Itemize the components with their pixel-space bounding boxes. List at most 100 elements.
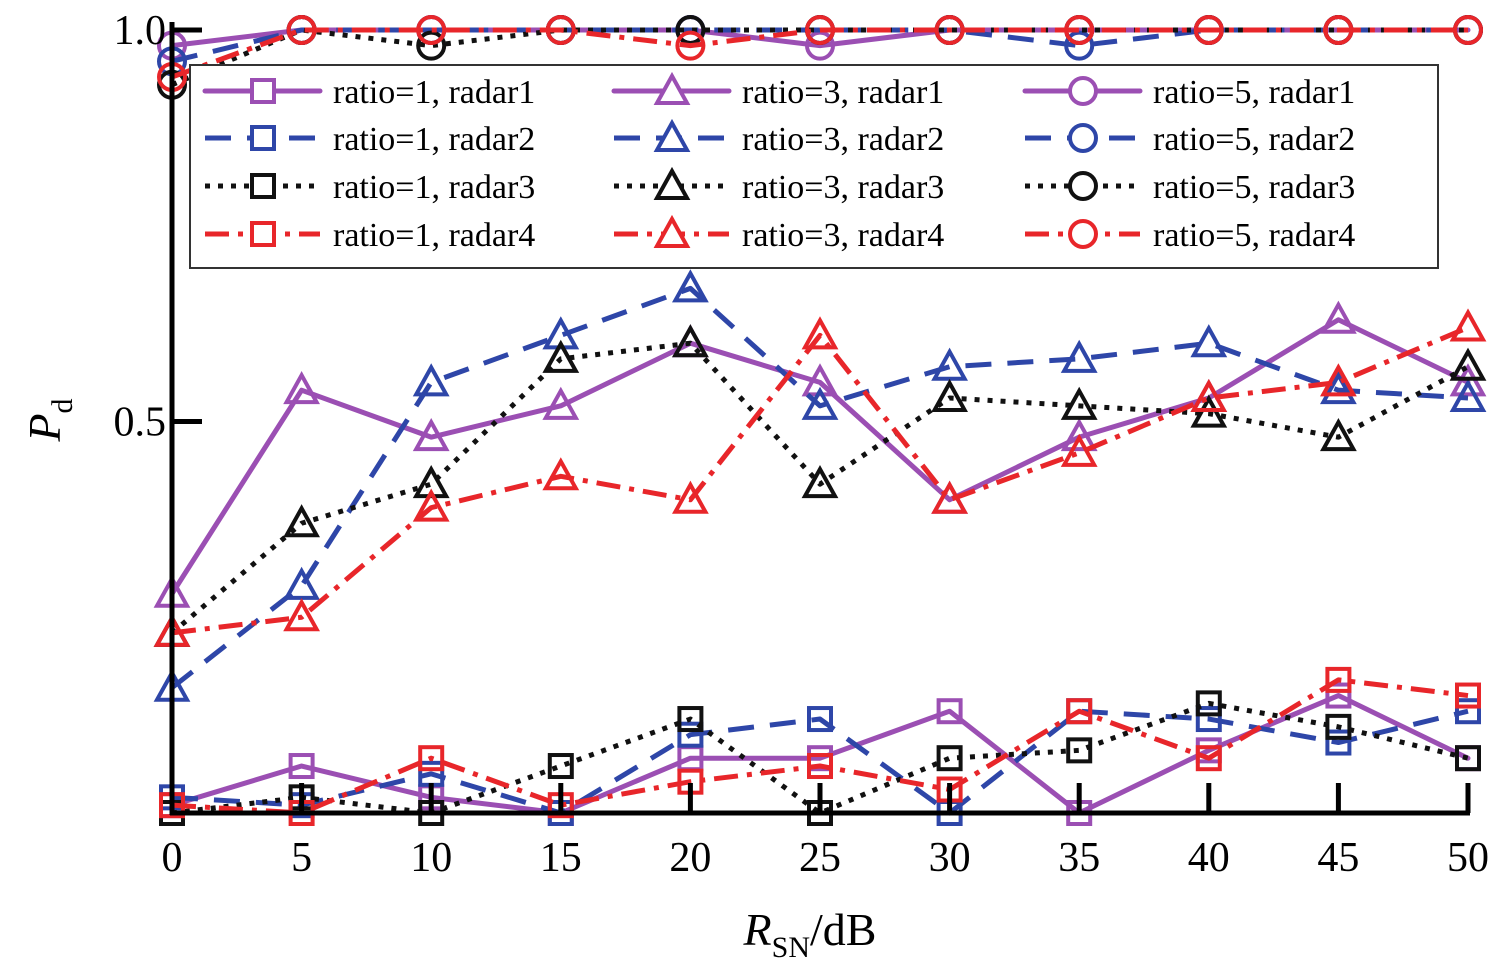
data-point (542, 386, 580, 420)
series-line (171, 325, 1469, 636)
data-point (936, 698, 963, 725)
data-point (1320, 418, 1357, 452)
data-point (801, 316, 839, 350)
data-point (807, 706, 833, 733)
x-tick-label: 45 (1317, 835, 1359, 881)
data-point (1455, 698, 1481, 725)
y-tick-label: 1.0 (114, 8, 167, 54)
x-tick-label: 5 (291, 835, 312, 881)
legend-entry: ratio=5, radar2 (1025, 121, 1355, 158)
legend-marker-sample (250, 173, 276, 199)
data-point (416, 15, 447, 45)
data-point (1320, 363, 1357, 397)
legend-label: ratio=3, radar1 (742, 74, 944, 111)
data-point (1195, 706, 1222, 733)
axes: 0 5 10 15 20 25 30 35 40 45 50 0.5 1.0 (114, 8, 1490, 881)
legend-marker-sample (250, 221, 276, 247)
x-axis-title: RSN/dB (743, 904, 877, 959)
legend-marker-sample (1068, 123, 1098, 153)
data-point (677, 721, 704, 748)
legend-label: ratio=5, radar2 (1153, 121, 1355, 158)
legend-entry: ratio=5, radar4 (1025, 217, 1355, 254)
data-point (931, 347, 968, 381)
data-point (931, 378, 968, 413)
legend-entry: ratio=5, radar3 (1025, 169, 1355, 206)
data-point (547, 753, 574, 780)
series-line (170, 285, 1469, 690)
legend-entry: ratio=3, radar1 (611, 71, 944, 111)
data-point (416, 30, 447, 61)
data-point (1190, 394, 1228, 428)
x-tick-label: 40 (1188, 835, 1230, 881)
x-tick-label: 10 (410, 835, 452, 881)
series-radar1-triangle (153, 300, 1487, 608)
legend-marker-sample (653, 71, 691, 105)
data-point (1325, 713, 1352, 740)
legend-entry: ratio=1, radar2 (205, 121, 535, 158)
series-radar4-circle (157, 15, 1483, 92)
data-point (286, 15, 317, 45)
legend-marker-sample (250, 78, 276, 104)
legend-box (189, 64, 1439, 269)
legend-label: ratio=1, radar3 (333, 169, 535, 206)
x-tick-label: 20 (669, 835, 711, 881)
data-point (1455, 745, 1481, 772)
data-point (283, 566, 320, 600)
data-point (1325, 729, 1352, 756)
data-point (1453, 15, 1483, 45)
x-tick-label: 15 (540, 835, 582, 881)
legend-entry: ratio=5, radar1 (1022, 74, 1355, 111)
legend-label: ratio=3, radar3 (742, 169, 944, 206)
data-point (1325, 682, 1352, 709)
legend-marker-sample (653, 214, 691, 248)
data-point (1060, 339, 1098, 373)
data-point (1193, 15, 1224, 45)
legend-entry: ratio=3, radar3 (614, 166, 944, 206)
series-line (171, 27, 1468, 80)
series-line (171, 708, 1469, 816)
data-point (542, 457, 580, 491)
data-point (675, 30, 706, 61)
data-point (412, 418, 450, 452)
series-layer (153, 15, 1487, 826)
legend-label: ratio=5, radar3 (1153, 169, 1355, 206)
series-line (171, 677, 1469, 816)
y-axis-title: Pd (19, 398, 79, 442)
legend-entry: ratio=3, radar2 (614, 118, 944, 158)
data-point (1320, 371, 1357, 405)
data-point (801, 465, 839, 499)
x-tick-label: 50 (1447, 835, 1489, 881)
data-point (412, 363, 450, 397)
y-axis-title-subscript: d (46, 398, 79, 413)
legend-label: ratio=1, radar4 (333, 217, 535, 254)
x-tick-label: 35 (1058, 835, 1100, 881)
data-point (805, 30, 835, 61)
data-point (1060, 418, 1098, 452)
data-point (412, 488, 450, 522)
x-axis-title-unit: /dB (810, 904, 876, 955)
legend-label: ratio=3, radar2 (742, 121, 944, 158)
legend-marker-sample (250, 125, 276, 151)
legend-label: ratio=3, radar4 (742, 217, 944, 254)
data-point (283, 371, 320, 405)
legend-entry: ratio=3, radar4 (614, 214, 944, 254)
legend-entry: ratio=1, radar4 (205, 217, 535, 254)
data-point (283, 504, 320, 538)
x-tick-label: 0 (162, 835, 183, 881)
data-point (1323, 15, 1354, 45)
data-point (1449, 308, 1487, 342)
data-point (1449, 347, 1487, 381)
legend-marker-sample (1068, 219, 1098, 249)
series-line (169, 317, 1471, 597)
series-line (170, 340, 1470, 635)
y-axis-title-symbol: P (19, 413, 70, 442)
data-point (672, 269, 709, 303)
data-point (807, 753, 833, 780)
data-point (677, 706, 704, 733)
data-point (1190, 324, 1228, 358)
x-tick-label: 25 (799, 835, 841, 881)
data-point (1195, 690, 1222, 717)
data-point (288, 753, 315, 780)
data-point (936, 745, 963, 772)
